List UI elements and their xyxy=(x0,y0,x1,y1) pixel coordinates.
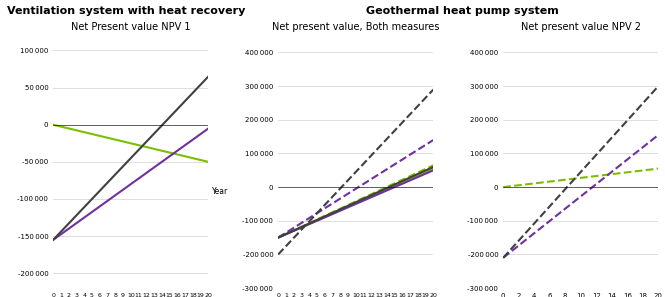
Text: Ventilation system with heat recovery: Ventilation system with heat recovery xyxy=(7,6,245,16)
Title: Net present value NPV 2: Net present value NPV 2 xyxy=(521,22,641,32)
Title: Net present value, Both measures: Net present value, Both measures xyxy=(272,22,440,32)
Text: Year: Year xyxy=(212,187,229,196)
Text: Geothermal heat pump system: Geothermal heat pump system xyxy=(366,6,559,16)
Title: Net Present value NPV 1: Net Present value NPV 1 xyxy=(71,22,191,32)
